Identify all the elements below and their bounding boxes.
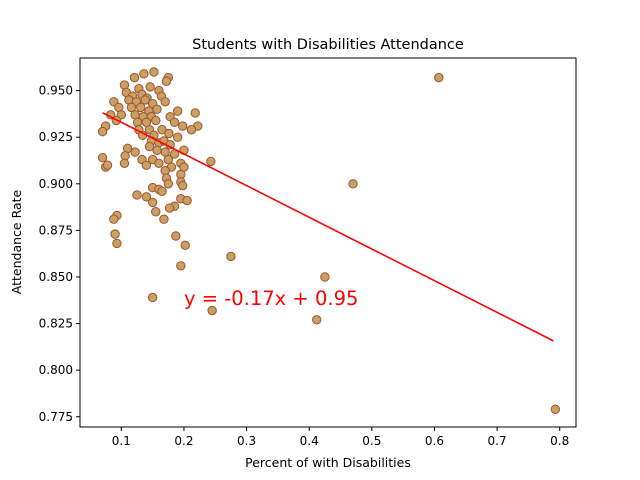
scatter-point (312, 315, 322, 325)
scatter-point (97, 153, 108, 163)
scatter-point (129, 72, 140, 83)
x-tick-label: 0.7 (488, 434, 507, 448)
scatter-point (126, 102, 137, 113)
y-tick-label: 0.900 (39, 177, 73, 191)
y-tick-label: 0.925 (39, 130, 73, 144)
y-axis-label: Attendance Rate (9, 189, 24, 294)
scatter-point (102, 160, 113, 170)
scatter-point (226, 251, 236, 262)
scatter-point (151, 115, 161, 126)
scatter-point (434, 72, 444, 83)
scatter-point (178, 121, 188, 131)
scatter-point (550, 404, 561, 414)
scatter-point (141, 160, 152, 170)
scatter-point (320, 272, 330, 282)
scatter-point (97, 126, 108, 137)
axes-frame (79, 57, 577, 428)
scatter-point (172, 106, 183, 116)
scatter-point (149, 67, 159, 77)
scatter-point (171, 231, 181, 241)
x-tick-label: 0.2 (174, 434, 193, 448)
scatter-point (169, 117, 180, 127)
scatter-point (157, 186, 167, 196)
scatter-point (141, 192, 152, 202)
scatter-point (132, 190, 142, 200)
scatter-point (206, 156, 216, 167)
scatter-point (147, 197, 158, 208)
scatter-point (163, 179, 174, 189)
scatter-point (348, 179, 358, 189)
scatter-point (207, 305, 217, 316)
scatter-point (190, 108, 200, 118)
y-tick-label: 0.950 (39, 84, 73, 98)
scatter-point (182, 195, 192, 206)
scatter-point (136, 102, 146, 113)
scatter-point (180, 240, 190, 250)
x-axis-ticks: 0.1 0.2 0.3 0.4 0.5 0.6 0.7 0.8 (112, 427, 569, 448)
scatter-point (178, 180, 188, 191)
scatter-point (144, 141, 155, 152)
scatter-point (164, 203, 175, 213)
regression-line (102, 112, 554, 342)
scatter-point (152, 145, 162, 155)
x-tick-label: 0.1 (112, 434, 131, 448)
scatter-point (140, 95, 150, 105)
scatter-point (152, 104, 162, 114)
x-axis-label: Percent of with Disabilities (245, 455, 411, 470)
scatter-point (119, 158, 130, 168)
scatter-points (97, 67, 561, 414)
scatter-point (161, 76, 172, 86)
plot-area (79, 57, 577, 428)
scatter-point (109, 214, 119, 224)
scatter-point (160, 97, 170, 107)
scatter-point (151, 207, 161, 217)
regression-line-layer (102, 112, 554, 342)
y-tick-label: 0.875 (39, 223, 73, 237)
chart-title: Students with Disabilities Attendance (192, 37, 464, 53)
scatter-point (172, 132, 183, 142)
x-tick-label: 0.4 (300, 434, 319, 448)
y-axis-ticks: 0.775 0.800 0.825 0.850 0.875 0.900 0.925 0.950 (39, 84, 80, 424)
y-tick-label: 0.850 (39, 270, 73, 284)
scatter-point (164, 128, 174, 139)
x-tick-label: 0.6 (425, 434, 444, 448)
x-tick-label: 0.5 (362, 434, 381, 448)
scatter-point (159, 214, 169, 224)
y-tick-label: 0.800 (39, 363, 73, 377)
scatter-point (147, 292, 158, 303)
x-tick-label: 0.8 (550, 434, 569, 448)
scatter-point (154, 158, 164, 168)
regression-equation: y = -0.17x + 0.95 (184, 287, 358, 310)
scatter-point (110, 229, 120, 239)
scatter-point (176, 261, 186, 271)
scatter-point (145, 82, 155, 92)
scatter-point (139, 69, 149, 79)
y-tick-label: 0.775 (39, 410, 73, 424)
scatter-point (112, 238, 122, 249)
x-tick-label: 0.3 (237, 434, 256, 448)
y-tick-label: 0.825 (39, 317, 73, 331)
scatter-point (130, 147, 140, 157)
scatter-point (186, 125, 197, 135)
